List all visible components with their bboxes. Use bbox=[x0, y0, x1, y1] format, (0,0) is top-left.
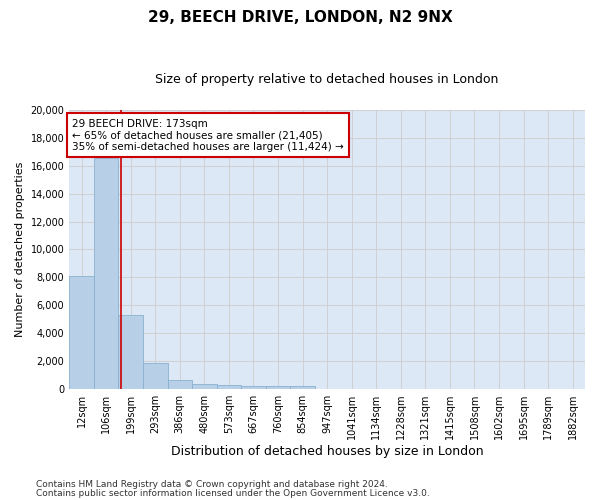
Text: 29, BEECH DRIVE, LONDON, N2 9NX: 29, BEECH DRIVE, LONDON, N2 9NX bbox=[148, 10, 452, 25]
Bar bbox=[241, 386, 266, 388]
X-axis label: Distribution of detached houses by size in London: Distribution of detached houses by size … bbox=[171, 444, 484, 458]
Title: Size of property relative to detached houses in London: Size of property relative to detached ho… bbox=[155, 72, 499, 86]
Bar bbox=[94, 158, 118, 388]
Text: Contains HM Land Registry data © Crown copyright and database right 2024.: Contains HM Land Registry data © Crown c… bbox=[36, 480, 388, 489]
Bar bbox=[167, 380, 192, 388]
Bar bbox=[69, 276, 94, 388]
Bar bbox=[290, 386, 315, 388]
Text: 29 BEECH DRIVE: 173sqm
← 65% of detached houses are smaller (21,405)
35% of semi: 29 BEECH DRIVE: 173sqm ← 65% of detached… bbox=[72, 118, 344, 152]
Bar bbox=[266, 386, 290, 388]
Y-axis label: Number of detached properties: Number of detached properties bbox=[15, 162, 25, 337]
Bar bbox=[192, 384, 217, 388]
Bar bbox=[118, 315, 143, 388]
Bar bbox=[143, 363, 167, 388]
Text: Contains public sector information licensed under the Open Government Licence v3: Contains public sector information licen… bbox=[36, 488, 430, 498]
Bar bbox=[217, 385, 241, 388]
